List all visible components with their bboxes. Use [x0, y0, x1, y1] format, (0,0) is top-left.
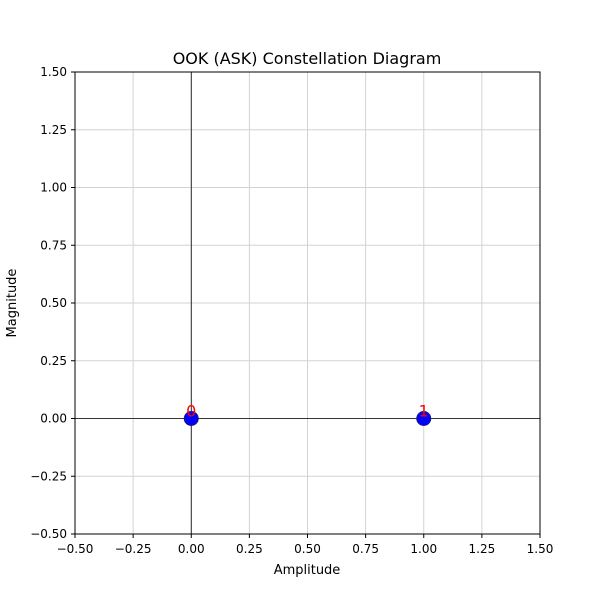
x-tick-label: −0.50 — [57, 542, 94, 556]
plot-frame — [74, 71, 541, 535]
x-axis-label: Amplitude — [274, 563, 341, 578]
x-tick-label: 0.25 — [236, 542, 263, 556]
y-tick-label: −0.25 — [30, 469, 67, 483]
zero-axis-lines — [75, 72, 540, 534]
point-label: 0 — [186, 402, 196, 421]
x-tick-label: 0.00 — [178, 542, 205, 556]
y-axis-label: Magnitude — [5, 269, 20, 338]
y-tick-label: 0.00 — [40, 412, 67, 426]
y-tick-label: 1.50 — [40, 65, 67, 79]
y-tick-label: 1.00 — [40, 181, 67, 195]
y-tick-label: 0.50 — [40, 296, 67, 310]
point-label: 1 — [419, 402, 429, 421]
x-tick-label: 0.50 — [294, 542, 321, 556]
x-tick-label: −0.25 — [115, 542, 152, 556]
y-tick-label: −0.50 — [30, 527, 67, 541]
x-tick-label: 0.75 — [352, 542, 379, 556]
y-tick-label: 0.75 — [40, 238, 67, 252]
x-tick-label: 1.00 — [410, 542, 437, 556]
x-tick-label: 1.25 — [469, 542, 496, 556]
constellation-point — [183, 411, 199, 426]
constellation-point — [416, 411, 432, 426]
chart-title: OOK (ASK) Constellation Diagram — [173, 49, 442, 68]
y-tick-label: 0.25 — [40, 354, 67, 368]
x-tick-label: 1.50 — [527, 542, 554, 556]
y-axis-ticks: −0.50 −0.25 0.00 0.25 0.50 0.75 1.00 1.25 1.50 — [30, 65, 75, 541]
y-tick-label: 1.25 — [40, 123, 67, 137]
x-axis-ticks: −0.50 −0.25 0.00 0.25 0.50 0.75 1.00 1.25 1.50 — [57, 534, 554, 556]
